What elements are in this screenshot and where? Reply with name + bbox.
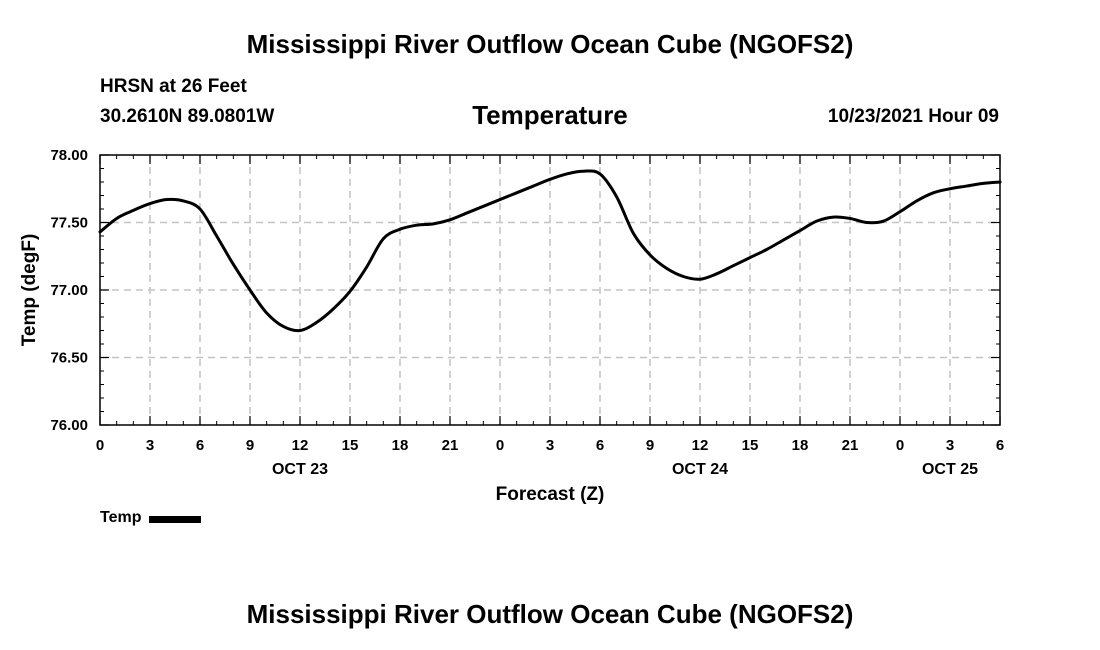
x-axis-label: Forecast (Z) bbox=[496, 484, 605, 505]
footer-title: Mississippi River Outflow Ocean Cube (NG… bbox=[246, 599, 854, 629]
y-axis-label: Temp (degF) bbox=[19, 234, 40, 347]
legend-label-temp: Temp bbox=[100, 509, 142, 526]
station-label: HRSN at 26 Feet bbox=[100, 76, 247, 97]
datetime-label: 10/23/2021 Hour 09 bbox=[827, 106, 999, 127]
x-tick-label: 6 bbox=[196, 437, 204, 454]
x-tick-label: 6 bbox=[596, 437, 604, 454]
coordinates-label: 30.2610N 89.0801W bbox=[100, 106, 275, 127]
x-tick-label: 3 bbox=[146, 437, 154, 454]
x-tick-label: 0 bbox=[896, 437, 904, 454]
x-tick-label: 18 bbox=[792, 437, 809, 454]
x-tick-label: 15 bbox=[342, 437, 359, 454]
series-line-temp bbox=[98, 169, 1002, 333]
x-tick-label: 3 bbox=[546, 437, 554, 454]
page-title: Mississippi River Outflow Ocean Cube (NG… bbox=[246, 29, 854, 59]
x-tick-label: 0 bbox=[96, 437, 104, 454]
x-tick-label: 21 bbox=[442, 437, 459, 454]
legend: Temp bbox=[100, 509, 202, 527]
series-layer bbox=[98, 169, 1002, 333]
y-tick-label: 76.50 bbox=[50, 350, 88, 367]
x-tick-label: 0 bbox=[496, 437, 504, 454]
axis-ticks bbox=[99, 154, 1001, 426]
chart-title: Temperature bbox=[472, 100, 628, 130]
x-tick-label: 9 bbox=[646, 437, 654, 454]
grid bbox=[100, 155, 1000, 425]
x-tick-label: 21 bbox=[842, 437, 859, 454]
axis-labels: 0 3 6 9 12 15 18 21 0 3 6 9 12 15 18 21 0 3 6 76.00 76.50 77.… bbox=[50, 147, 1004, 478]
x-tick-label: 3 bbox=[946, 437, 954, 454]
x-tick-label: 12 bbox=[692, 437, 709, 454]
y-tick-label: 77.50 bbox=[50, 215, 88, 232]
date-label: OCT 25 bbox=[922, 461, 978, 478]
x-tick-label: 12 bbox=[292, 437, 309, 454]
y-tick-label: 77.00 bbox=[50, 282, 88, 299]
x-tick-label: 18 bbox=[392, 437, 409, 454]
x-tick-label: 15 bbox=[742, 437, 759, 454]
y-tick-label: 78.00 bbox=[50, 147, 88, 164]
date-label: OCT 24 bbox=[672, 461, 728, 478]
x-tick-label: 9 bbox=[246, 437, 254, 454]
x-tick-label: 6 bbox=[996, 437, 1004, 454]
date-label: OCT 23 bbox=[272, 461, 328, 478]
legend-swatch-temp bbox=[149, 515, 202, 523]
y-tick-label: 76.00 bbox=[50, 417, 88, 434]
